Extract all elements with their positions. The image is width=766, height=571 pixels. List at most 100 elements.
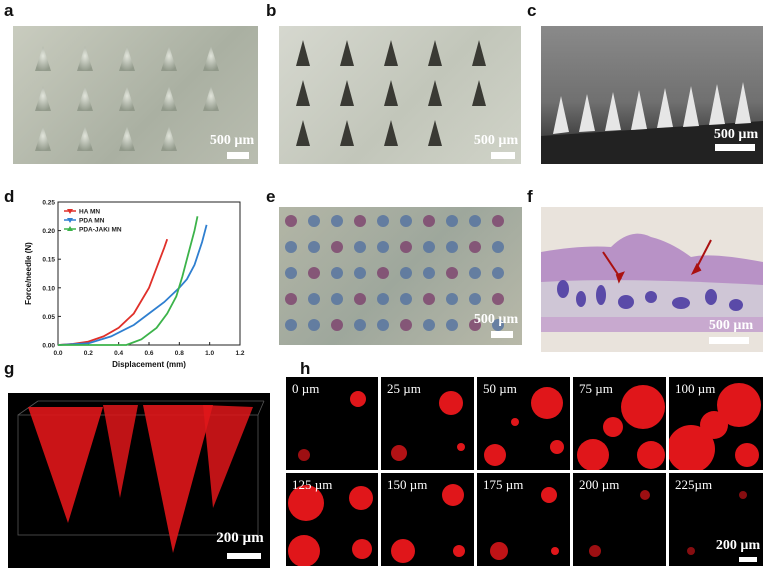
panel-label-c: c xyxy=(527,1,537,20)
stain-dot xyxy=(331,267,343,279)
depth-tile-4: 75 µm xyxy=(573,377,666,470)
depth-label: 75 µm xyxy=(579,381,613,396)
stain-dot xyxy=(469,319,481,331)
scale-bar-f xyxy=(709,337,749,344)
y-tick-label: 0.00 xyxy=(42,343,55,350)
fluorescence-image xyxy=(669,383,761,470)
depth-label: 100 µm xyxy=(675,381,716,396)
depth-tile-10: 225µm 200 µm xyxy=(669,473,763,566)
stain-dot xyxy=(308,293,320,305)
stain-dot xyxy=(331,215,343,227)
panel-label-h: h xyxy=(300,359,311,378)
stain-dot xyxy=(446,241,458,253)
depth-label: 50 µm xyxy=(483,381,517,396)
panel-e-stained-skin: 500 µm xyxy=(279,207,522,345)
sem-needle-image xyxy=(541,82,763,164)
scale-bar-a xyxy=(227,152,249,159)
fluorescence-image xyxy=(589,490,650,557)
panel-d-chart: 0.0 0.2 0.4 0.6 0.8 1.0 1.2 0.00 0.05 0.10 0.15 0.2… xyxy=(0,190,262,370)
y-axis-label: Force/needle (N) xyxy=(24,242,33,305)
fluorescence-image xyxy=(490,487,559,560)
depth-label: 225µm xyxy=(675,477,713,492)
stain-dot xyxy=(446,319,458,331)
panel-a-micrograph: 500 µm xyxy=(13,26,258,164)
stain-dot xyxy=(492,293,504,305)
stain-dot xyxy=(354,267,366,279)
depth-tile-9: 200 µm xyxy=(573,473,666,566)
panel-f-histology: 500 µm xyxy=(541,207,763,352)
stain-dot xyxy=(423,319,435,331)
x-tick-label: 0.6 xyxy=(144,350,153,357)
panel-label-g: g xyxy=(4,359,15,378)
legend-label-1: HA MN xyxy=(79,209,100,216)
x-tick-label: 0.8 xyxy=(175,350,184,357)
scale-bar-h xyxy=(739,557,757,562)
stain-dot xyxy=(354,215,366,227)
panel-label-f: f xyxy=(527,187,533,206)
stained-grid-image xyxy=(285,215,504,331)
depth-label: 25 µm xyxy=(387,381,421,396)
y-tick-label: 0.20 xyxy=(42,228,55,235)
scale-label-b: 500 µm xyxy=(473,133,519,148)
series-line-2 xyxy=(57,224,208,346)
stain-dot xyxy=(285,319,297,331)
panel-b-micrograph: 500 µm xyxy=(279,26,521,164)
stain-dot xyxy=(285,215,297,227)
stain-dot xyxy=(377,319,389,331)
x-axis-label: Displacement (mm) xyxy=(112,360,186,369)
stain-dot xyxy=(469,215,481,227)
stain-dot xyxy=(377,241,389,253)
stain-dot xyxy=(331,319,343,331)
stain-dot xyxy=(308,215,320,227)
stain-dot xyxy=(423,293,435,305)
stain-dot xyxy=(400,319,412,331)
stain-dot xyxy=(446,215,458,227)
panel-g-confocal-3d: 200 µm xyxy=(8,393,270,568)
needle-array-image xyxy=(296,40,486,146)
stain-dot xyxy=(469,293,481,305)
panel-label-e: e xyxy=(266,187,276,206)
panel-label-d: d xyxy=(4,187,15,206)
stain-dot xyxy=(308,319,320,331)
y-tick-label: 0.05 xyxy=(42,314,55,321)
stain-dot xyxy=(308,267,320,279)
stain-dot xyxy=(400,267,412,279)
stain-dot xyxy=(354,319,366,331)
legend-label-2: PDA MN xyxy=(79,218,105,225)
series-line-1 xyxy=(57,238,169,346)
stain-dot xyxy=(423,215,435,227)
force-displacement-chart: 0.0 0.2 0.4 0.6 0.8 1.0 1.2 0.00 0.05 0.10 0.15 0.2… xyxy=(24,200,245,370)
stain-dot xyxy=(377,215,389,227)
fluorescence-image xyxy=(484,387,564,466)
scale-bar-c xyxy=(715,144,755,151)
x-tick-label: 1.0 xyxy=(205,350,214,357)
depth-label: 125 µm xyxy=(292,477,333,492)
fluorescence-image xyxy=(391,484,465,563)
depth-label: 0 µm xyxy=(292,381,320,396)
scale-label-h: 200 µm xyxy=(715,538,761,553)
stain-dot xyxy=(331,241,343,253)
depth-label: 175 µm xyxy=(483,477,524,492)
stain-dot xyxy=(469,241,481,253)
stain-dot xyxy=(446,267,458,279)
x-tick-label: 0.4 xyxy=(114,350,123,357)
scale-bar-g xyxy=(227,553,261,559)
y-tick-label: 0.15 xyxy=(42,257,55,264)
scale-label-f: 500 µm xyxy=(708,318,754,333)
stain-dot xyxy=(331,293,343,305)
confocal-3d-image xyxy=(17,400,265,553)
depth-label: 200 µm xyxy=(579,477,620,492)
scale-label-e: 500 µm xyxy=(473,312,519,327)
histology-image xyxy=(541,233,763,332)
stain-dot xyxy=(400,293,412,305)
depth-tile-1: 0 µm xyxy=(286,377,378,470)
legend-marker-3 xyxy=(67,226,73,231)
depth-tile-6: 125 µm xyxy=(286,473,378,566)
stain-dot xyxy=(492,241,504,253)
panel-label-b: b xyxy=(266,1,277,20)
stain-dot xyxy=(423,267,435,279)
series-line-3 xyxy=(58,216,199,346)
legend-marker-1 xyxy=(67,209,73,214)
fluorescence-image xyxy=(577,385,665,470)
stain-dot xyxy=(285,293,297,305)
